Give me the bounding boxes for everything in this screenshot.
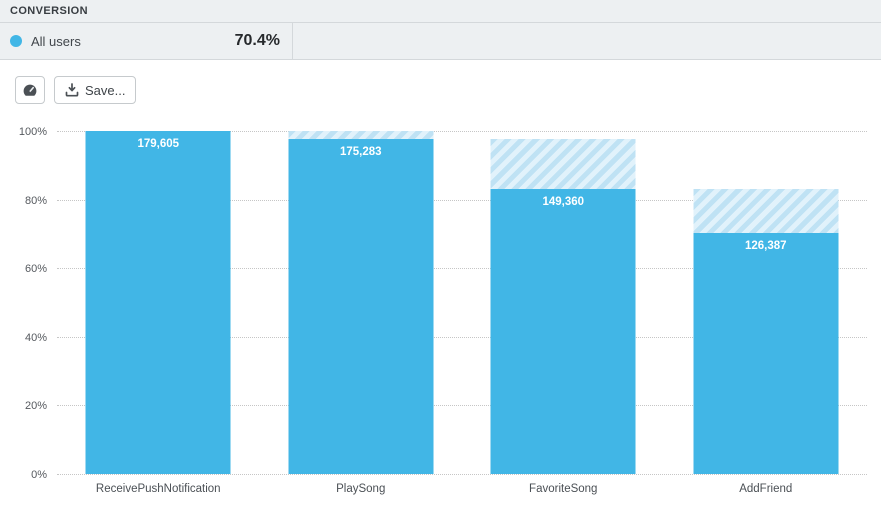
funnel-bar[interactable]: 126,387 [693, 232, 839, 474]
save-button[interactable]: Save... [54, 76, 137, 104]
add-to-dashboard-button[interactable] [15, 76, 45, 104]
conversion-header-row: CONVERSION [0, 0, 881, 23]
y-tick-label: 60% [24, 263, 47, 276]
download-icon [65, 83, 79, 97]
x-axis-label: AddFriend [739, 483, 793, 495]
legend-row: All users 70.4% [0, 23, 881, 60]
conversion-header-label: CONVERSION [10, 5, 88, 17]
chart-toolbar: Save... [15, 76, 137, 104]
gauge-icon [22, 83, 38, 98]
gridline: 40% [25, 332, 867, 344]
overall-conversion-value: 70.4% [234, 32, 280, 49]
bar-dropoff-hatch [693, 188, 839, 233]
gridline: 20% [25, 400, 867, 412]
y-tick-label: 0% [31, 469, 47, 481]
funnel-step-column: 175,283 PlaySong [260, 131, 463, 495]
plot-area: 0% 20% 40% 60% 80% 100% 179,605 ReceivePushNoti… [19, 126, 868, 495]
funnel-bar[interactable]: 175,283 [288, 139, 434, 474]
funnel-bar[interactable]: 149,360 [490, 188, 636, 474]
gridline: 80% [25, 195, 867, 207]
gridline: 60% [25, 263, 867, 275]
gridline: 0% [31, 469, 867, 481]
funnel-step-column: 179,605 ReceivePushNotification [57, 131, 260, 495]
bar-dropoff-hatch [288, 131, 434, 140]
y-tick-label: 20% [24, 400, 47, 413]
x-axis-label: ReceivePushNotification [95, 483, 221, 495]
gridline: 100% [19, 126, 867, 138]
bar-dropoff-hatch [490, 139, 636, 189]
x-axis-label: PlaySong [336, 483, 386, 495]
y-tick-label: 100% [18, 126, 47, 138]
bar-value-label: 175,283 [339, 146, 382, 159]
legend-cell[interactable]: All users 70.4% [0, 23, 293, 59]
series-label: All users [31, 33, 81, 49]
funnel-step-column: 149,360 FavoriteSong [462, 131, 665, 495]
bar-value-label: 126,387 [744, 239, 787, 252]
y-tick-label: 80% [24, 194, 47, 207]
bar-value-label: 149,360 [542, 195, 585, 208]
bar-value-label: 179,605 [137, 138, 180, 150]
save-button-label: Save... [85, 82, 126, 98]
x-axis-label: FavoriteSong [529, 483, 598, 495]
funnel-step-column: 126,387 AddFriend [665, 131, 868, 495]
y-tick-label: 40% [24, 331, 47, 344]
series-color-dot [10, 35, 22, 47]
funnel-bar[interactable]: 179,605 [85, 131, 231, 474]
